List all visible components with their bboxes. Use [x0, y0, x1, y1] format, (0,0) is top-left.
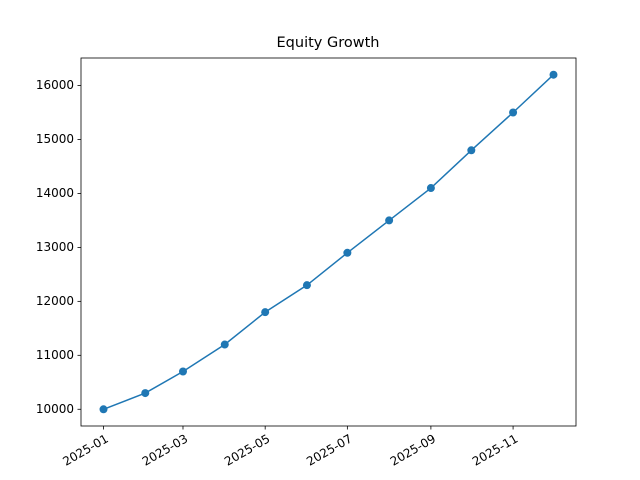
marker — [302, 281, 311, 290]
x-tick-label: 2025-07 — [304, 432, 354, 469]
marker — [385, 216, 394, 225]
line — [103, 74, 555, 410]
y-tick-label: 15000 — [36, 132, 74, 146]
y-tick-label: 12000 — [36, 294, 74, 308]
marker — [467, 146, 476, 155]
marker — [549, 70, 558, 79]
marker — [426, 184, 435, 193]
marker — [343, 248, 352, 257]
marker — [261, 308, 270, 317]
x-tick-label: 2025-11 — [470, 432, 520, 469]
marker — [99, 405, 108, 414]
y-tick-label: 13000 — [36, 240, 74, 254]
marker — [220, 340, 229, 349]
x-tick-label: 2025-09 — [388, 432, 438, 469]
y-tick-label: 14000 — [36, 186, 74, 200]
chart-title: Equity Growth — [277, 35, 380, 51]
y-tick-label: 16000 — [36, 78, 74, 92]
marker — [509, 108, 518, 117]
y-tick-label: 11000 — [36, 348, 74, 362]
y-tick-label: 10000 — [36, 402, 74, 416]
x-tick-label: 2025-05 — [222, 432, 272, 469]
marker — [141, 389, 150, 398]
plot-area — [80, 57, 577, 427]
marker — [178, 367, 187, 376]
x-tick-label: 2025-03 — [140, 432, 190, 469]
x-tick-label: 2025-01 — [60, 432, 110, 469]
